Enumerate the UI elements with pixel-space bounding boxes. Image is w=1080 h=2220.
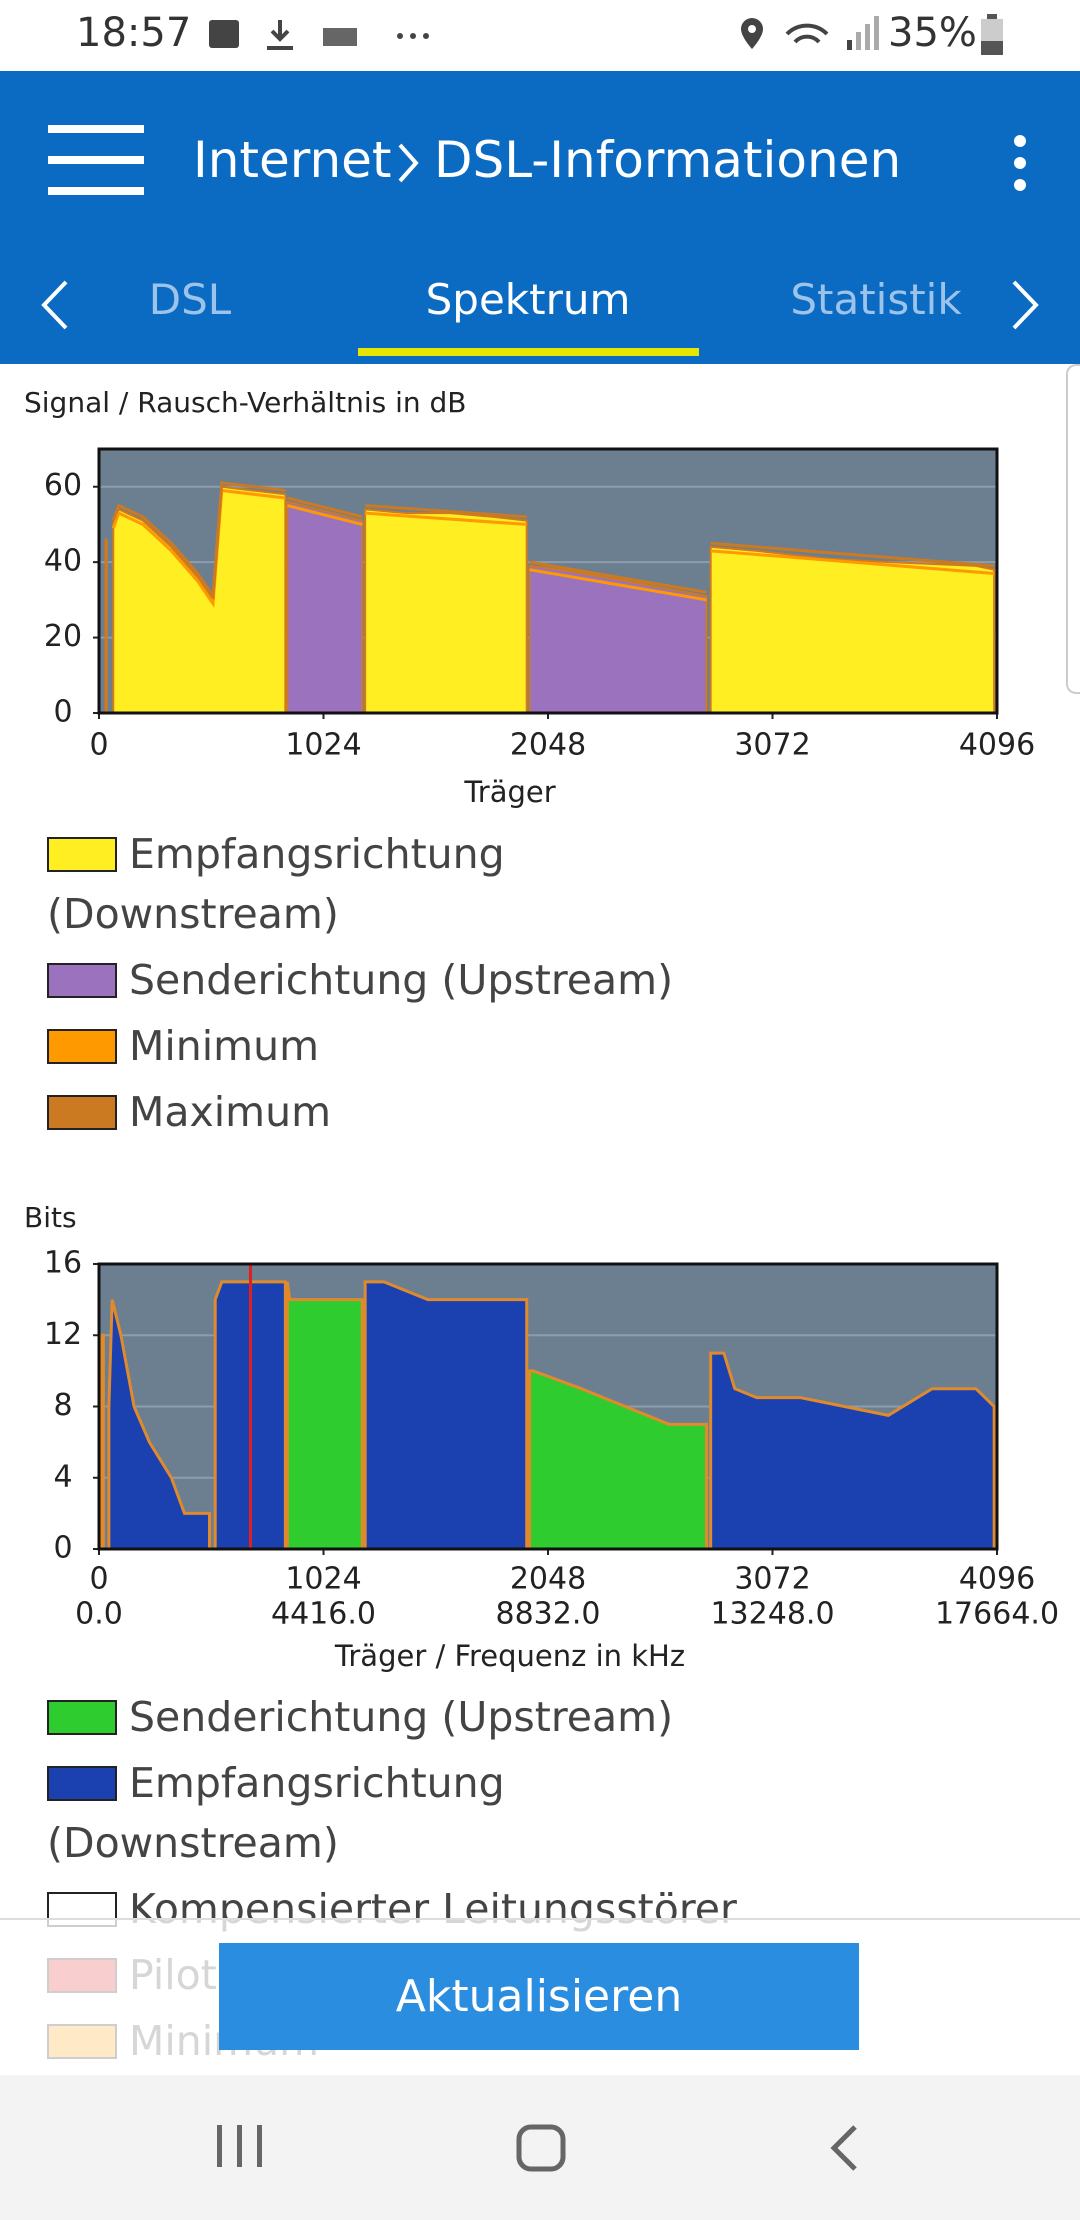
- area: [112, 485, 287, 714]
- status-bar: 18:57 35%: [0, 0, 1080, 71]
- legend-swatch: [47, 837, 117, 872]
- nav-bar: [0, 2075, 1080, 2220]
- legend-swatch: [47, 1700, 117, 1735]
- y-tick-label: 16: [44, 1246, 82, 1281]
- status-icons: [209, 20, 429, 50]
- x2-tick-label: 4416.0: [271, 1597, 376, 1632]
- line: [365, 504, 527, 519]
- y-tick-label: 0: [53, 1531, 72, 1566]
- area: [528, 1369, 709, 1551]
- line: [286, 504, 363, 526]
- x-tick-label: 0: [89, 728, 108, 763]
- x-tick-label: 1024: [285, 1562, 361, 1597]
- area: [285, 1281, 364, 1551]
- plot-frame: [97, 447, 999, 715]
- line: [111, 481, 286, 601]
- line: [710, 549, 995, 575]
- area: [709, 546, 996, 714]
- scrollbar: [1066, 364, 1080, 694]
- plot-frame: [97, 1262, 999, 1551]
- overflow-menu[interactable]: [1008, 135, 1032, 191]
- x-tick-label: 2048: [510, 1562, 586, 1597]
- x-tick-label: 2048: [510, 728, 586, 763]
- area: [99, 1333, 105, 1551]
- time: 18:57: [76, 10, 192, 56]
- battery-level: 35%: [888, 10, 977, 56]
- chart-title: Bits: [24, 1201, 77, 1234]
- status-icons-right: [741, 16, 879, 50]
- line: [365, 511, 527, 526]
- area: [364, 508, 528, 714]
- area: [363, 1280, 529, 1551]
- y-tick-label: 60: [44, 468, 82, 503]
- legend-label: Senderichtung (Upstream): [129, 1693, 674, 1741]
- x2-tick-label: 13248.0: [710, 1597, 834, 1632]
- area: [104, 538, 108, 714]
- x-tick-label: 4096: [959, 1562, 1035, 1597]
- y-tick-label: 20: [44, 619, 82, 654]
- refresh-button[interactable]: Aktualisieren: [219, 1943, 859, 2050]
- tab-next[interactable]: [1010, 279, 1040, 331]
- legend-item: Maximum: [47, 1082, 747, 1142]
- legend-swatch: [47, 1095, 117, 1130]
- tab[interactable]: DSL: [148, 275, 232, 324]
- y-tick-label: 40: [44, 544, 82, 579]
- tab[interactable]: Spektrum: [425, 275, 631, 324]
- x-tick-label: 0: [89, 1562, 108, 1597]
- nav-icons: [217, 2124, 857, 2172]
- chart: 0 20 40 60 0 1024 2048 3072 4096 Träger: [44, 447, 1035, 809]
- title-part: DSL-Informationen: [434, 131, 902, 189]
- x-tick-label: 3072: [734, 1562, 810, 1597]
- area: [709, 1351, 996, 1551]
- recents-button[interactable]: [217, 2125, 262, 2167]
- x-axis-label: Träger / Frequenz in kHz: [334, 1639, 685, 1673]
- line: [529, 568, 707, 602]
- tab-prev[interactable]: [40, 279, 70, 331]
- legend-label: Senderichtung (Upstream): [129, 956, 674, 1004]
- legend-label: Empfangsrichtung (Downstream): [47, 1759, 505, 1867]
- y-tick-label: 12: [44, 1317, 82, 1352]
- x-tick-label: 4096: [959, 728, 1035, 763]
- legend-item: Senderichtung (Upstream): [47, 950, 747, 1010]
- x2-tick-label: 8832.0: [496, 1597, 601, 1632]
- y-tick-label: 8: [53, 1388, 72, 1423]
- app-bar: Internet DSL-Informationen DSL Spektrum St…: [0, 71, 1080, 364]
- x-axis-label: Träger: [463, 775, 555, 809]
- chart: 0 4 8 12 16 0 1024 2048 3072 4096 0.0 4416.0 8832.0 1…: [44, 1246, 1059, 1674]
- legend-swatch: [47, 963, 117, 998]
- battery-icon: [981, 14, 1003, 55]
- area: [286, 500, 364, 714]
- line: [710, 541, 995, 568]
- legend-swatch: [47, 1029, 117, 1064]
- legend-item: Senderichtung (Upstream): [47, 1687, 747, 1747]
- x-tick-label: 1024: [285, 728, 361, 763]
- x2-tick-label: 0.0: [75, 1597, 123, 1632]
- legend-item: Empfangsrichtung (Downstream): [47, 824, 747, 944]
- y-tick-label: 0: [53, 695, 72, 730]
- tab[interactable]: Statistik: [790, 275, 962, 324]
- legend-swatch: [47, 1766, 117, 1801]
- x-tick-label: 3072: [734, 728, 810, 763]
- y-tick-label: 4: [53, 1459, 72, 1494]
- title-part: Internet: [193, 131, 392, 189]
- legend: Empfangsrichtung (Downstream) Senderichtu…: [47, 824, 747, 1148]
- menu-button[interactable]: [48, 125, 144, 195]
- home-button[interactable]: [516, 2124, 566, 2172]
- legend-item: Minimum: [47, 1016, 747, 1076]
- legend-label: Maximum: [129, 1088, 332, 1136]
- breadcrumb-chevron: [398, 143, 419, 183]
- chart-title: Signal / Rausch-Verhältnis in dB: [24, 386, 467, 419]
- line: [529, 560, 707, 594]
- legend-label: Minimum: [129, 1022, 320, 1070]
- line: [286, 496, 363, 519]
- x2-tick-label: 17664.0: [935, 1597, 1059, 1632]
- tab-indicator: [358, 348, 699, 356]
- legend-label: Empfangsrichtung (Downstream): [47, 830, 505, 938]
- area: [107, 1299, 211, 1551]
- back-button[interactable]: [830, 2125, 857, 2171]
- legend-item: Empfangsrichtung (Downstream): [47, 1753, 747, 1873]
